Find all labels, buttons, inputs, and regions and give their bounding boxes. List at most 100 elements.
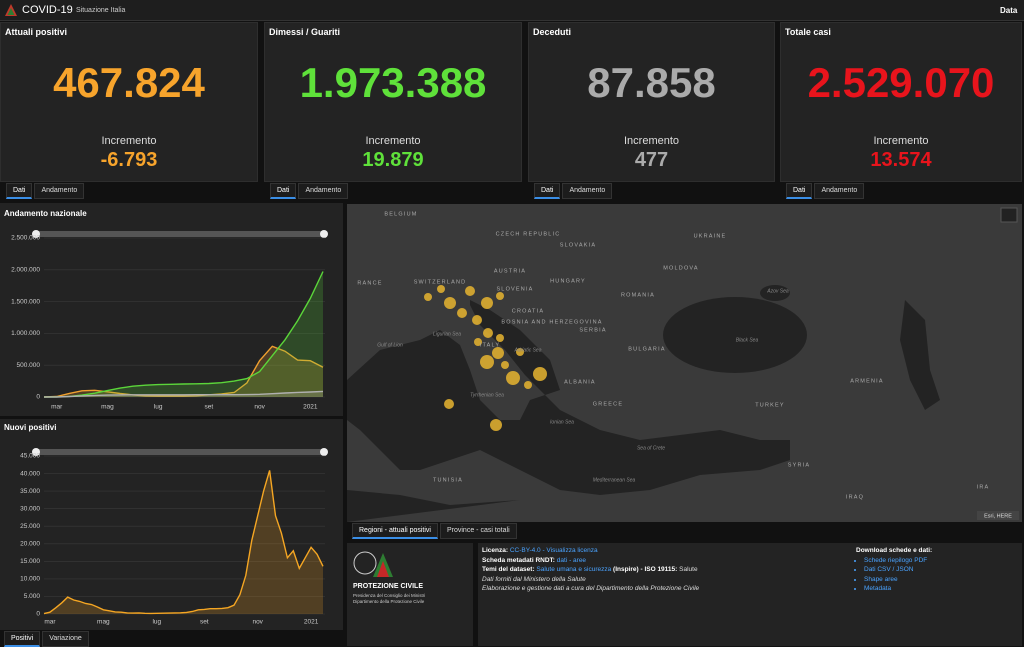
range-slider[interactable] xyxy=(36,231,324,237)
map-label: HUNGARY xyxy=(550,278,586,284)
map-label: ROMANIA xyxy=(621,292,655,298)
y-tick-label: 5.000 xyxy=(24,593,41,600)
date-label[interactable]: Data xyxy=(1000,6,1018,15)
chart: Nuovi positivi 0 5.000 10.000 15.000 20.000 25… xyxy=(4,423,328,626)
card: Totale casi 2.529.070 Incremento 13.574 xyxy=(780,22,1022,182)
tab[interactable]: Dati xyxy=(534,183,561,199)
map-label: Gulf of Lion xyxy=(377,342,403,348)
info-panel: Licenza: CC-BY-4.0 - Visualizza licenza S… xyxy=(478,543,1022,646)
tab[interactable]: Andamento xyxy=(814,183,865,199)
layer-button[interactable] xyxy=(1000,207,1018,223)
card-label: Incremento xyxy=(873,135,929,147)
region-bubble[interactable] xyxy=(490,419,502,431)
card-title: Deceduti xyxy=(533,27,572,37)
tab[interactable]: Province - casi totali xyxy=(439,523,517,539)
y-tick-label: 2.000.000 xyxy=(11,267,40,274)
tab[interactable]: Variazione xyxy=(42,631,89,647)
region-bubble[interactable] xyxy=(501,361,509,369)
y-tick-label: 2.500.000 xyxy=(11,235,40,242)
map-label: ALBANIA xyxy=(564,379,596,385)
map-label: BULGARIA xyxy=(628,346,665,352)
tab[interactable]: Andamento xyxy=(298,183,349,199)
y-tick-label: 35.000 xyxy=(20,488,40,495)
x-tick-label: mag xyxy=(101,404,114,411)
card: Dimessi / Guariti 1.973.388 Incremento 19.8… xyxy=(264,22,522,182)
region-bubble[interactable] xyxy=(496,334,504,342)
x-tick-label: 2021 xyxy=(303,404,318,411)
info-line: Temi del dataset: Salute umana e sicurez… xyxy=(482,565,699,575)
range-slider[interactable] xyxy=(36,449,324,455)
map-sea xyxy=(347,285,940,522)
header: COVID-19 Situazione Italia Data xyxy=(0,0,1024,21)
card-value: 2.529.070 xyxy=(807,59,995,106)
map-label: SLOVAKIA xyxy=(560,242,596,248)
y-tick-label: 45.000 xyxy=(20,453,40,460)
region-bubble[interactable] xyxy=(481,297,493,309)
region-bubble[interactable] xyxy=(506,371,520,385)
x-tick-label: set xyxy=(205,404,214,411)
map-label: IRAQ xyxy=(846,494,864,500)
area xyxy=(44,470,323,614)
tab[interactable]: Regioni - attuali positivi xyxy=(352,523,438,539)
app-title: COVID-19 xyxy=(22,4,73,16)
map-label: TUNISIA xyxy=(433,477,463,483)
region-bubble[interactable] xyxy=(465,286,475,296)
tab[interactable]: Andamento xyxy=(562,183,613,199)
region-bubble[interactable] xyxy=(492,347,504,359)
area xyxy=(44,271,323,397)
card-value: 467.824 xyxy=(53,59,205,106)
region-bubble[interactable] xyxy=(472,315,482,325)
region-bubble[interactable] xyxy=(516,348,524,356)
download-link[interactable]: Dati CSV / JSON xyxy=(864,565,932,575)
y-tick-label: 15.000 xyxy=(20,558,40,565)
attribution: Esri, HERE xyxy=(984,513,1012,519)
line xyxy=(43,345,324,398)
info-text[interactable]: dati - aree xyxy=(556,556,587,564)
info-lines: Licenza: CC-BY-4.0 - Visualizza licenza S… xyxy=(482,546,699,594)
region-bubble[interactable] xyxy=(480,355,494,369)
tab[interactable]: Dati xyxy=(270,183,297,199)
map-label: Adriatic Sea xyxy=(514,347,542,353)
map-label: Azov Sea xyxy=(766,288,789,294)
y-tick-label: 20.000 xyxy=(20,540,40,547)
info-text[interactable]: Salute umana e sicurezza xyxy=(536,566,612,573)
download-link[interactable]: Shape aree xyxy=(864,575,932,585)
info-text[interactable]: CC-BY-4.0 - Visualizza licenza xyxy=(509,547,598,554)
download-link[interactable]: Metadata xyxy=(864,584,932,594)
region-bubble[interactable] xyxy=(444,399,454,409)
region-bubble[interactable] xyxy=(533,367,547,381)
line xyxy=(44,390,324,398)
attribution-bg xyxy=(977,511,1019,520)
region-bubble[interactable] xyxy=(457,308,467,318)
map-label: SWITZERLAND xyxy=(414,279,467,285)
slider-handle[interactable] xyxy=(320,230,328,238)
slider-handle[interactable] xyxy=(32,230,40,238)
info-text: Elaborazione e gestione dati a cura del … xyxy=(482,585,700,592)
x-tick-label: mar xyxy=(51,404,63,411)
download-link[interactable]: Schede riepilogo PDF xyxy=(864,556,932,566)
region-bubble[interactable] xyxy=(424,293,432,301)
card-label: Incremento xyxy=(623,135,680,147)
region-bubble[interactable] xyxy=(437,285,445,293)
map-label: AUSTRIA xyxy=(494,268,526,274)
card-title: Totale casi xyxy=(785,27,831,37)
region-bubble[interactable] xyxy=(496,292,504,300)
slider-handle[interactable] xyxy=(320,448,328,456)
tab[interactable]: Positivi xyxy=(4,631,41,647)
region-bubble[interactable] xyxy=(444,297,456,309)
tab-bar: Dati Andamento xyxy=(534,183,613,199)
card-increment: 477 xyxy=(634,149,669,171)
tab[interactable]: Dati xyxy=(6,183,33,199)
region-bubble[interactable] xyxy=(524,381,532,389)
slider-handle[interactable] xyxy=(32,448,40,456)
region-bubble[interactable] xyxy=(474,338,482,346)
map-label: Sea of Crete xyxy=(637,445,665,451)
x-tick-label: 2021 xyxy=(304,619,319,626)
region-bubble[interactable] xyxy=(483,328,493,338)
tab[interactable]: Dati xyxy=(786,183,813,199)
x-tick-label: mar xyxy=(44,619,56,626)
info-text: Scheda metadati RNDT: xyxy=(482,556,557,564)
logo-line: Dipartimento della Protezione Civile xyxy=(353,599,425,604)
tab[interactable]: Andamento xyxy=(34,183,85,199)
tab-bar: Dati Andamento xyxy=(6,183,85,199)
